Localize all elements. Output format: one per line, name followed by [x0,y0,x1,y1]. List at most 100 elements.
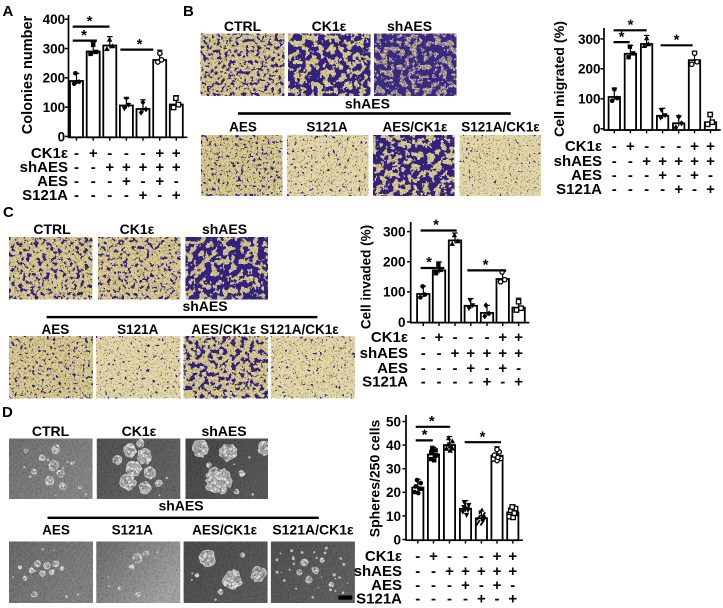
svg-text:+: + [658,167,667,184]
svg-text:shAES: shAES [554,153,602,170]
svg-text:+: + [514,329,523,346]
svg-text:-: - [485,360,490,377]
svg-text:AES: AES [229,120,257,135]
svg-text:10: 10 [386,509,401,524]
svg-text:-: - [468,374,473,391]
svg-text:+: + [508,548,517,565]
svg-text:+: + [155,145,164,162]
svg-text:-: - [644,167,649,184]
svg-text:S121A/CK1ε: S121A/CK1ε [272,522,354,538]
svg-text:-: - [612,138,617,155]
svg-text:-: - [124,187,129,204]
svg-text:C: C [3,204,14,221]
svg-text:CK1ε: CK1ε [31,145,68,162]
svg-text:-: - [660,138,665,155]
svg-text:AES: AES [37,173,68,190]
svg-text:CK1ε: CK1ε [565,138,602,155]
svg-text:D: D [2,404,13,421]
svg-text:CK1ε: CK1ε [120,221,155,237]
svg-text:shAES: shAES [182,298,227,314]
svg-text:+: + [122,159,131,176]
svg-text:AES: AES [571,167,602,184]
svg-text:0: 0 [398,315,406,330]
svg-text:-: - [644,181,649,198]
svg-text:+: + [690,138,699,155]
svg-text:-: - [644,138,649,155]
svg-text:AES/CK1ε: AES/CK1ε [383,120,449,135]
svg-text:+: + [706,138,715,155]
svg-text:S121A: S121A [112,523,154,538]
svg-text:+: + [493,577,502,594]
svg-text:+: + [674,181,683,198]
svg-text:+: + [139,187,148,204]
svg-text:*: * [422,427,428,444]
svg-text:+: + [493,548,502,565]
svg-text:30: 30 [386,462,401,477]
svg-text:A: A [3,3,14,20]
svg-text:-: - [468,329,473,346]
svg-text:+: + [477,563,486,580]
svg-text:+: + [498,360,507,377]
svg-text:-: - [421,329,426,346]
svg-text:+: + [642,153,651,170]
svg-text:S121A/CK1ε: S121A/CK1ε [260,322,339,337]
svg-text:-: - [463,548,468,565]
svg-text:-: - [431,591,436,608]
svg-text:shAES: shAES [201,423,246,439]
svg-text:shAES: shAES [345,96,390,112]
svg-text:-: - [479,577,484,594]
svg-text:+: + [690,153,699,170]
svg-text:-: - [107,145,112,162]
svg-text:+: + [466,360,475,377]
svg-text:+: + [493,563,502,580]
svg-text:CK1ε: CK1ε [371,329,408,346]
svg-text:+: + [461,563,470,580]
svg-text:100: 100 [383,285,406,300]
svg-text:-: - [453,374,458,391]
svg-text:-: - [437,360,442,377]
svg-text:S121A: S121A [356,591,402,608]
svg-text:200: 200 [383,255,406,270]
svg-text:shAES: shAES [387,18,432,34]
svg-text:-: - [421,374,426,391]
svg-text:-: - [612,167,617,184]
svg-text:*: * [674,32,680,49]
svg-text:+: + [466,345,475,362]
svg-text:+: + [483,374,492,391]
svg-text:-: - [91,173,96,190]
svg-text:-: - [124,145,129,162]
svg-text:S121A: S121A [556,181,602,198]
svg-text:shAES: shAES [202,221,247,237]
svg-text:+: + [155,173,164,190]
svg-text:+: + [498,345,507,362]
svg-text:shAES: shAES [158,498,203,514]
svg-text:+: + [451,345,460,362]
svg-text:-: - [141,145,146,162]
svg-text:-: - [141,173,146,190]
svg-text:*: * [628,17,634,34]
svg-text:shAES: shAES [20,159,68,176]
svg-text:CK1ε: CK1ε [122,423,157,439]
svg-text:+: + [498,329,507,346]
svg-text:-: - [628,181,633,198]
svg-text:-: - [415,548,420,565]
svg-text:300: 300 [578,32,601,47]
svg-text:-: - [74,173,79,190]
svg-text:AES/CK1ε: AES/CK1ε [192,523,258,538]
svg-text:S121A/CK1ε: S121A/CK1ε [461,120,540,135]
svg-text:CTRL: CTRL [224,18,262,34]
svg-text:400: 400 [43,12,66,27]
svg-text:-: - [107,173,112,190]
svg-text:CK1ε: CK1ε [365,548,402,565]
svg-text:-: - [612,181,617,198]
svg-text:*: * [87,13,93,30]
svg-text:-: - [479,548,484,565]
svg-text:-: - [415,591,420,608]
svg-text:-: - [676,167,681,184]
svg-text:CK1ε: CK1ε [312,18,347,34]
svg-text:+: + [445,563,454,580]
svg-text:CTRL: CTRL [32,423,70,439]
svg-text:Cell migrated (%): Cell migrated (%) [552,21,568,137]
svg-text:-: - [91,159,96,176]
svg-text:shAES: shAES [354,563,402,580]
